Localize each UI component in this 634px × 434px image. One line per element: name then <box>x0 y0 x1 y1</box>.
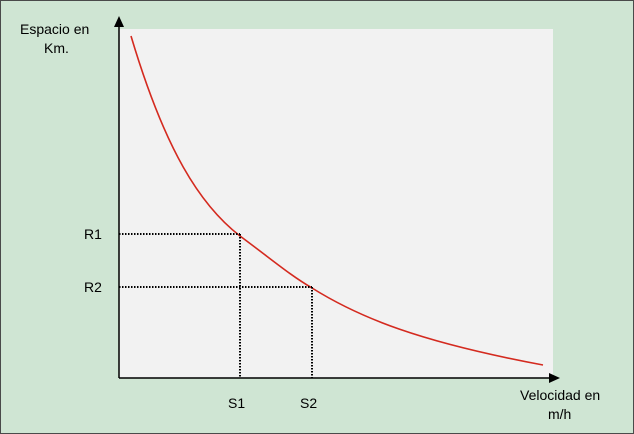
x-axis-label-line1: Velocidad en <box>520 387 600 403</box>
x-axis-arrow-icon <box>549 373 560 383</box>
y-axis-label-line1: Espacio en <box>20 21 89 37</box>
y-mark-r2: R2 <box>84 279 102 295</box>
x-mark-s2: S2 <box>300 395 317 411</box>
y-axis-arrow-icon <box>114 16 124 27</box>
inverse-curve <box>130 35 544 366</box>
x-axis-label-line2: m/h <box>548 406 571 422</box>
y-axis-label-line2: Km. <box>44 40 69 56</box>
x-mark-s1: S1 <box>228 395 245 411</box>
y-mark-r1: R1 <box>84 226 102 242</box>
plot-area <box>119 29 553 378</box>
